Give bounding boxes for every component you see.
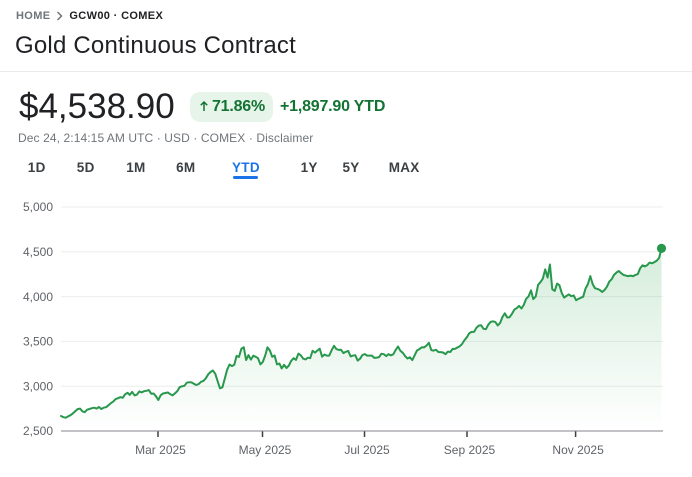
svg-text:4,500: 4,500 (23, 245, 53, 259)
svg-text:Nov 2025: Nov 2025 (552, 443, 604, 457)
svg-text:Jul 2025: Jul 2025 (344, 443, 390, 457)
svg-text:2,500: 2,500 (23, 424, 53, 438)
svg-text:Sep 2025: Sep 2025 (444, 443, 496, 457)
svg-text:3,500: 3,500 (23, 335, 53, 349)
svg-text:4,000: 4,000 (23, 290, 53, 304)
svg-text:May 2025: May 2025 (239, 443, 292, 457)
svg-text:3,000: 3,000 (23, 379, 53, 393)
svg-text:5,000: 5,000 (23, 200, 53, 214)
svg-text:Mar 2025: Mar 2025 (135, 443, 186, 457)
